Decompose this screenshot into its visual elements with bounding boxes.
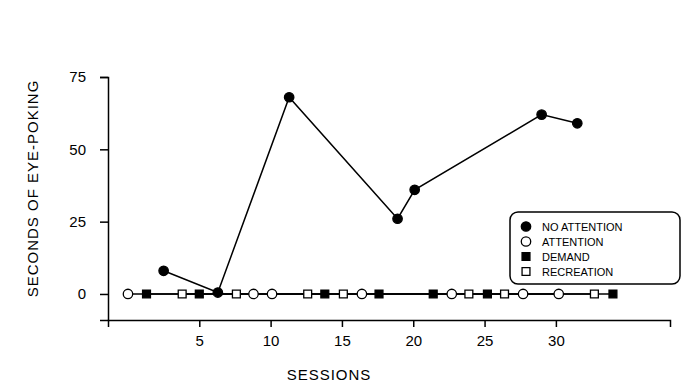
x-tick-mark xyxy=(556,320,558,327)
data-point xyxy=(393,214,402,223)
data-point xyxy=(429,290,437,298)
x-tick: 30 xyxy=(548,320,565,349)
data-point xyxy=(339,290,347,298)
y-tick: 25 xyxy=(69,213,108,230)
data-point xyxy=(573,119,582,128)
data-point xyxy=(518,289,527,298)
data-point xyxy=(195,290,203,298)
x-tick-mark xyxy=(484,320,486,327)
data-point xyxy=(284,93,293,102)
x-tick-label: 30 xyxy=(548,332,565,349)
data-point xyxy=(483,290,491,298)
data-point xyxy=(357,289,366,298)
data-point xyxy=(123,289,132,298)
data-point xyxy=(249,289,258,298)
y-axis-line xyxy=(100,78,109,321)
x-axis: 5 10 15 20 25 30 xyxy=(109,320,671,349)
data-point xyxy=(465,290,473,298)
y-tick-mark xyxy=(100,149,108,151)
y-tick-label: 50 xyxy=(69,141,86,158)
x-tick: 20 xyxy=(405,320,422,349)
y-tick-label: 25 xyxy=(69,213,86,230)
y-tick: 0 xyxy=(78,285,108,302)
data-point xyxy=(447,289,456,298)
data-point xyxy=(178,290,186,298)
data-point xyxy=(321,290,329,298)
data-point xyxy=(143,290,151,298)
y-tick: 75 xyxy=(69,68,108,85)
x-tick: 15 xyxy=(334,320,351,349)
data-point xyxy=(213,288,222,297)
data-point xyxy=(304,290,312,298)
legend-label: DEMAND xyxy=(542,251,590,263)
x-axis-title: SESSIONS xyxy=(287,366,372,383)
x-tick-mark xyxy=(199,320,201,327)
x-tick-mark xyxy=(270,320,272,327)
legend-label: RECREATION xyxy=(542,266,613,278)
legend-marker xyxy=(521,237,530,246)
legend-label: NO ATTENTION xyxy=(542,221,623,233)
legend-box xyxy=(510,212,680,284)
y-tick-label: 75 xyxy=(69,68,86,85)
x-tick: 25 xyxy=(477,320,494,349)
data-point xyxy=(410,185,419,194)
legend-label: ATTENTION xyxy=(542,236,604,248)
y-tick-mark xyxy=(100,221,108,223)
x-tick-label: 10 xyxy=(263,332,280,349)
plot-area xyxy=(123,93,617,299)
x-tick-label: 15 xyxy=(334,332,351,349)
legend-marker xyxy=(521,222,530,231)
y-tick-label: 0 xyxy=(78,285,86,302)
data-point xyxy=(554,289,563,298)
legend-marker xyxy=(522,268,530,276)
x-tick-mark xyxy=(413,320,415,327)
x-tick-label: 20 xyxy=(405,332,422,349)
x-tick-mark xyxy=(342,320,344,327)
data-point xyxy=(159,266,168,275)
data-point xyxy=(375,290,383,298)
data-point xyxy=(590,290,598,298)
legend-marker xyxy=(522,253,530,261)
x-tick-label: 5 xyxy=(196,332,204,349)
x-tick: 5 xyxy=(196,320,204,349)
x-tick-label: 25 xyxy=(477,332,494,349)
y-axis-title: SECONDS OF EYE-POKING xyxy=(24,80,41,298)
data-point xyxy=(267,289,276,298)
x-tick: 10 xyxy=(263,320,280,349)
data-point xyxy=(537,110,546,119)
legend: NO ATTENTION ATTENTION DEMAND RECREATION xyxy=(510,212,680,284)
y-tick-mark xyxy=(100,294,108,296)
y-tick-mark xyxy=(100,77,108,79)
x-axis-line xyxy=(109,321,671,328)
data-point xyxy=(232,290,240,298)
data-point xyxy=(609,290,617,298)
y-tick: 50 xyxy=(69,141,108,158)
data-point xyxy=(501,290,509,298)
chart: 5 10 15 20 25 30 0 25 50 75 SESSIONS SECONDS OF EYE… xyxy=(0,0,685,389)
y-axis: 0 25 50 75 xyxy=(69,68,108,320)
